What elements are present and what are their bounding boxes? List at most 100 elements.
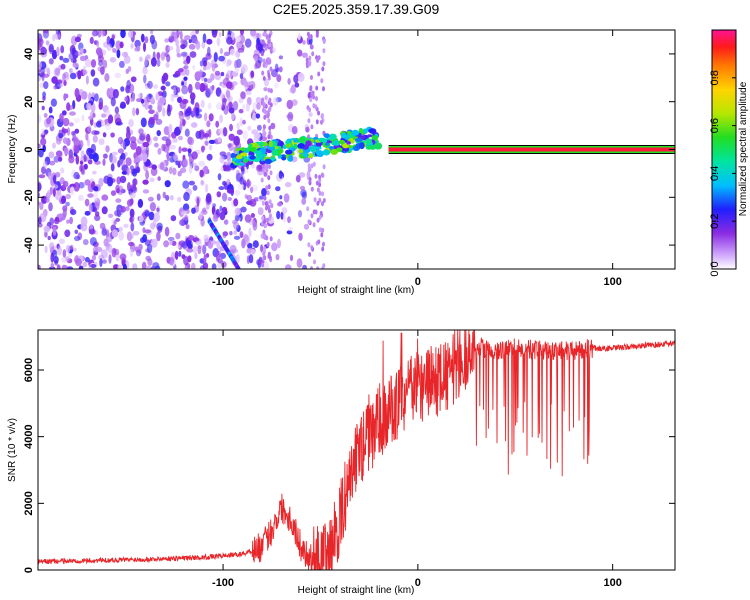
heatmap-cell bbox=[94, 93, 99, 102]
heatmap-cell bbox=[187, 243, 193, 250]
heatmap-cell bbox=[88, 203, 93, 213]
heatmap-cell bbox=[265, 185, 269, 191]
heatmap-cell bbox=[150, 266, 156, 269]
heatmap-cell bbox=[214, 70, 221, 76]
heatmap-cell bbox=[318, 174, 322, 180]
heatmap-cell bbox=[180, 167, 187, 174]
heatmap-cell bbox=[132, 92, 135, 102]
x-tick-label: 100 bbox=[603, 276, 621, 288]
heatmap-cell bbox=[299, 185, 306, 191]
heatmap-cell bbox=[130, 213, 135, 223]
heatmap-cell bbox=[129, 165, 135, 171]
heatmap-cell bbox=[130, 136, 137, 144]
heatmap-cell bbox=[174, 250, 179, 260]
heatmap-cell bbox=[165, 194, 170, 201]
heatmap-cell bbox=[219, 47, 223, 55]
heatmap-cell bbox=[298, 232, 303, 241]
heatmap-cell bbox=[55, 150, 63, 157]
snr-frame bbox=[37, 329, 676, 571]
heatmap-cell bbox=[248, 143, 253, 148]
heatmap-cell bbox=[310, 44, 314, 50]
heatmap-cell bbox=[226, 70, 233, 79]
heatmap-cell bbox=[156, 207, 160, 212]
heatmap-cell bbox=[234, 189, 241, 196]
heatmap-cell bbox=[161, 75, 166, 85]
heatmap-cell bbox=[90, 59, 97, 68]
heatmap-cell bbox=[47, 171, 52, 180]
heatmap-cell bbox=[68, 155, 75, 164]
heatmap-cell bbox=[156, 58, 161, 67]
heatmap-cell bbox=[308, 180, 312, 186]
heatmap-cell bbox=[106, 176, 114, 187]
heatmap-cell bbox=[163, 240, 170, 248]
heatmap-cell bbox=[179, 122, 183, 131]
heatmap-cell bbox=[262, 58, 266, 64]
heatmap-cell bbox=[206, 120, 211, 128]
heatmap-cell bbox=[135, 107, 140, 116]
heatmap-cell bbox=[38, 192, 41, 197]
heatmap-cell bbox=[315, 180, 319, 186]
heatmap-cell bbox=[71, 131, 76, 136]
heatmap-cell bbox=[263, 30, 267, 33]
heatmap-cell bbox=[269, 48, 273, 54]
heatmap-cell bbox=[261, 200, 265, 206]
heatmap-cell bbox=[255, 113, 261, 119]
heatmap-cell bbox=[318, 182, 322, 188]
colorbar-label: Normalized spectral amplitude bbox=[738, 81, 749, 216]
heatmap-cell bbox=[261, 39, 265, 45]
heatmap-cell bbox=[41, 128, 45, 136]
heatmap-cell bbox=[108, 213, 114, 218]
heatmap-cell bbox=[79, 140, 84, 149]
heatmap-cell bbox=[248, 227, 252, 238]
heatmap-cell bbox=[74, 229, 79, 234]
heatmap-cell bbox=[135, 246, 139, 253]
heatmap-cell bbox=[287, 111, 294, 122]
heatmap-cell bbox=[110, 132, 115, 138]
heatmap-cell bbox=[204, 140, 209, 146]
snr-series bbox=[38, 330, 675, 570]
heatmap-cell bbox=[263, 195, 267, 201]
heatmap-cell bbox=[92, 152, 99, 163]
heatmap-cell bbox=[138, 215, 144, 223]
heatmap-cell bbox=[150, 222, 156, 230]
y-tick-label: -20 bbox=[23, 189, 35, 205]
heatmap-cell bbox=[110, 190, 117, 197]
heatmap-cell bbox=[330, 148, 339, 155]
heatmap-cell bbox=[62, 249, 67, 258]
heatmap-cell bbox=[48, 43, 54, 53]
heatmap-cell bbox=[225, 81, 233, 89]
heatmap-cell bbox=[51, 249, 58, 258]
heatmap-cell bbox=[89, 228, 96, 235]
heatmap-cell bbox=[92, 170, 97, 175]
heatmap-cell bbox=[316, 266, 320, 269]
heatmap-cell bbox=[144, 229, 152, 234]
heatmap-cell bbox=[303, 223, 310, 230]
heatmap-cell bbox=[114, 113, 121, 123]
heatmap-cell bbox=[156, 130, 161, 137]
heatmap-cell bbox=[163, 126, 170, 136]
heatmap-cell bbox=[66, 219, 70, 224]
heatmap-cell bbox=[236, 253, 240, 264]
heatmap-cell bbox=[184, 35, 191, 41]
heatmap-cell bbox=[222, 165, 229, 172]
heatmap-cell bbox=[269, 170, 273, 176]
heatmap-cell bbox=[272, 96, 279, 106]
colorbar-tick-label: 0.2 bbox=[709, 214, 721, 229]
heatmap-cell bbox=[253, 132, 260, 143]
heatmap-cell bbox=[144, 210, 150, 217]
heatmap-cell bbox=[57, 245, 62, 256]
heatmap-cell bbox=[310, 186, 314, 192]
heatmap-cell bbox=[183, 76, 188, 81]
heatmap-cell bbox=[73, 182, 80, 192]
heatmap-cell bbox=[84, 210, 91, 216]
heatmap-cell bbox=[149, 202, 156, 212]
heatmap-cell bbox=[167, 236, 175, 241]
heatmap-cell bbox=[312, 161, 316, 167]
heatmap-cell bbox=[52, 34, 56, 42]
heatmap-cell bbox=[258, 195, 264, 200]
heatmap-cell bbox=[266, 242, 270, 247]
heatmap-cell bbox=[240, 152, 248, 157]
heatmap-cell bbox=[113, 220, 117, 225]
heatmap-cell bbox=[159, 161, 165, 171]
heatmap-cell bbox=[155, 111, 159, 120]
